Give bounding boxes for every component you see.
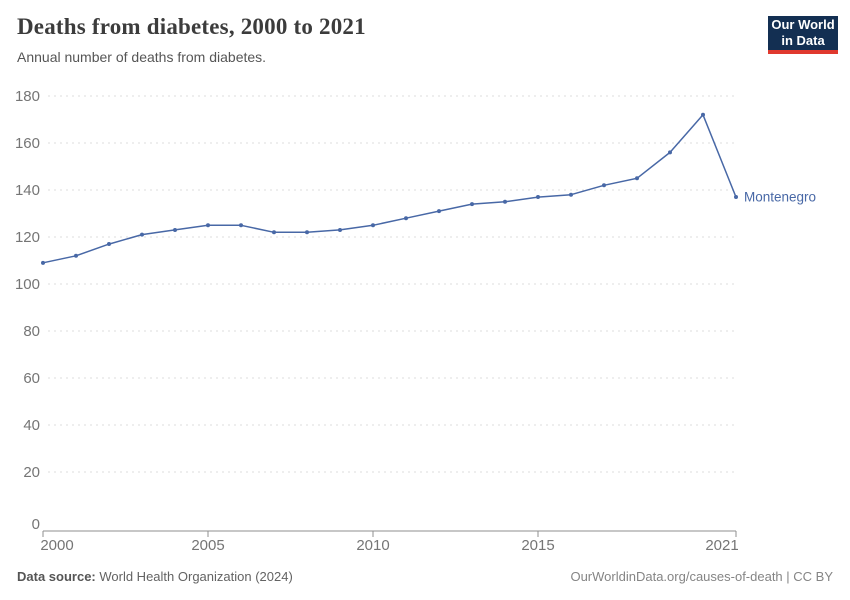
x-axis-label: 2021 — [705, 537, 738, 554]
data-point[interactable] — [701, 112, 705, 117]
y-axis-label: 20 — [23, 464, 40, 481]
data-source-note: Data source: World Health Organization (… — [17, 569, 293, 584]
data-point[interactable] — [338, 227, 342, 232]
data-point[interactable] — [635, 176, 639, 181]
chart-header: Deaths from diabetes, 2000 to 2021 Annua… — [17, 14, 750, 65]
data-point[interactable] — [668, 150, 672, 155]
x-axis-label: 2005 — [191, 537, 224, 554]
data-point[interactable] — [140, 232, 144, 237]
owid-logo-line2: in Data — [781, 33, 825, 48]
license-credit: OurWorldinData.org/causes-of-death | CC … — [570, 569, 833, 584]
series-line-montenegro[interactable] — [42, 114, 737, 264]
data-point[interactable] — [437, 209, 441, 214]
y-axis-label: 180 — [15, 88, 40, 105]
x-axis-label: 2000 — [40, 537, 73, 554]
y-axis-label: 100 — [15, 276, 40, 293]
data-point[interactable] — [206, 223, 210, 228]
owid-logo-line1: Our World — [771, 16, 835, 32]
y-axis-label: 140 — [15, 182, 40, 199]
x-axis-label: 2010 — [356, 537, 389, 554]
data-point[interactable] — [602, 183, 606, 188]
owid-logo[interactable]: Our World in Data — [768, 16, 838, 54]
data-point[interactable] — [503, 199, 507, 204]
y-axis-label: 120 — [15, 229, 40, 246]
chart-subtitle: Annual number of deaths from diabetes. — [17, 49, 267, 65]
data-point[interactable] — [74, 253, 78, 258]
data-point[interactable] — [371, 223, 375, 228]
data-point[interactable] — [404, 216, 408, 221]
data-point[interactable] — [272, 230, 276, 235]
data-point[interactable] — [41, 260, 45, 265]
data-point[interactable] — [173, 227, 177, 232]
data-point[interactable] — [536, 195, 540, 200]
data-point[interactable] — [107, 242, 111, 247]
data-point[interactable] — [470, 202, 474, 207]
chart-title: Deaths from diabetes, 2000 to 2021 — [17, 14, 366, 39]
data-point[interactable] — [239, 223, 243, 228]
chart-footer: Data source: World Health Organization (… — [17, 569, 833, 584]
series-label-montenegro[interactable]: Montenegro — [744, 190, 816, 205]
y-axis-label: 160 — [15, 135, 40, 152]
data-source-value: World Health Organization (2024) — [95, 569, 293, 584]
data-source-label: Data source: — [17, 569, 96, 584]
y-axis-label: 0 — [32, 516, 40, 533]
data-point[interactable] — [569, 192, 573, 197]
data-point[interactable] — [305, 230, 309, 235]
y-axis-label: 40 — [23, 417, 40, 434]
y-axis-label: 80 — [23, 323, 40, 340]
x-axis-label: 2015 — [521, 537, 554, 554]
data-point[interactable] — [734, 195, 738, 200]
y-axis-label: 60 — [23, 370, 40, 387]
